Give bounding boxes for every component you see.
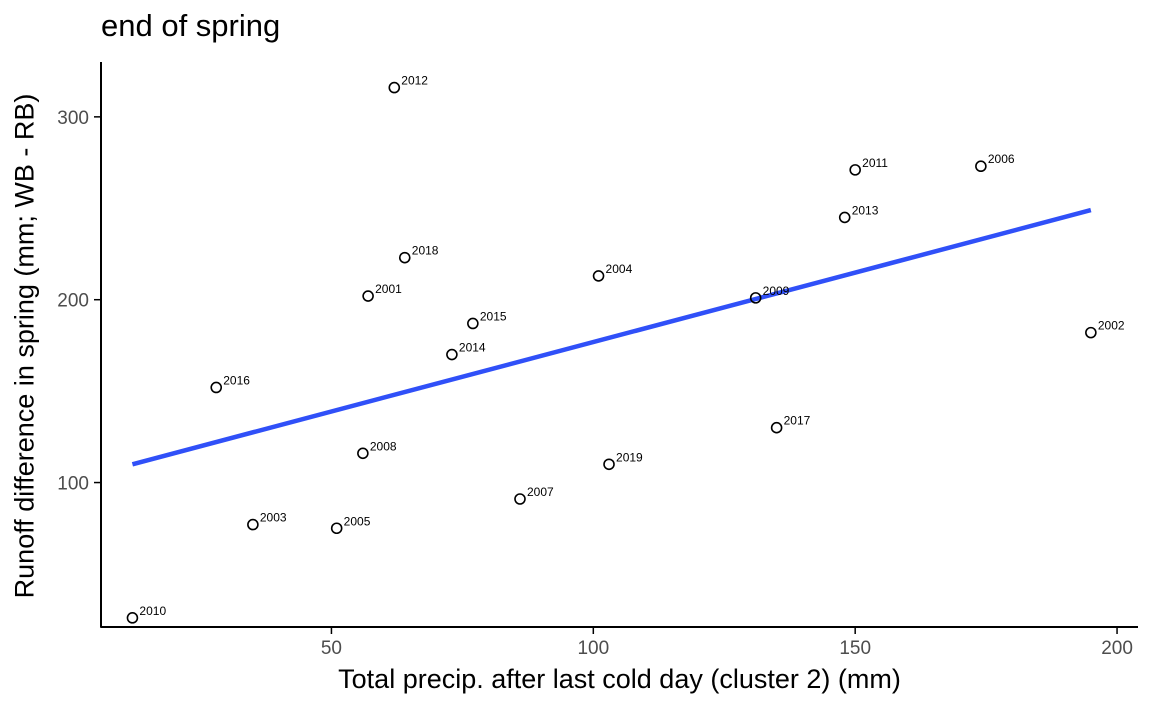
trend-line bbox=[131, 207, 1092, 467]
data-point bbox=[357, 447, 369, 460]
point-label: 2019 bbox=[616, 450, 643, 464]
y-tick-label: 100 bbox=[57, 474, 89, 495]
point-label: 2016 bbox=[223, 373, 250, 387]
data-point bbox=[749, 292, 762, 304]
data-point bbox=[126, 612, 139, 624]
data-point bbox=[362, 290, 374, 302]
data-point bbox=[770, 421, 783, 434]
point-label: 2006 bbox=[988, 152, 1015, 166]
point-label: 2018 bbox=[412, 244, 439, 258]
point-label: 2002 bbox=[1098, 319, 1125, 333]
data-point bbox=[975, 160, 987, 173]
data-point bbox=[603, 458, 615, 471]
point-label: 2017 bbox=[784, 414, 811, 428]
y-tick-label: 300 bbox=[57, 108, 89, 129]
x-tick-label: 100 bbox=[577, 638, 609, 659]
x-tick-label: 50 bbox=[321, 638, 342, 659]
x-tick-label: 200 bbox=[1101, 638, 1133, 659]
data-point bbox=[592, 270, 605, 282]
point-label: 2008 bbox=[370, 439, 397, 453]
point-label: 2007 bbox=[527, 485, 554, 499]
point-label: 2013 bbox=[852, 203, 879, 217]
point-label: 2001 bbox=[375, 282, 402, 296]
data-point bbox=[849, 164, 861, 176]
point-label: 2005 bbox=[344, 514, 371, 528]
point-label: 2010 bbox=[139, 604, 166, 618]
y-tick-label: 200 bbox=[57, 291, 89, 312]
x-tick-label: 150 bbox=[839, 638, 871, 659]
point-label: 2011 bbox=[862, 156, 888, 170]
point-label: 2004 bbox=[606, 262, 633, 276]
x-axis-label: Total precip. after last cold day (clust… bbox=[338, 664, 901, 694]
point-label: 2015 bbox=[480, 309, 507, 323]
point-label: 2009 bbox=[763, 284, 790, 298]
data-point bbox=[398, 251, 411, 264]
chart-title: end of spring bbox=[101, 8, 281, 43]
data-point bbox=[388, 81, 401, 94]
data-point bbox=[838, 211, 851, 224]
data-point bbox=[210, 381, 223, 394]
data-point bbox=[446, 348, 458, 361]
point-label: 2012 bbox=[401, 74, 428, 88]
data-point bbox=[514, 493, 526, 505]
point-label: 2003 bbox=[260, 511, 287, 525]
data-point bbox=[330, 522, 343, 535]
data-point bbox=[1085, 326, 1097, 339]
point-label: 2014 bbox=[459, 341, 486, 355]
data-point bbox=[467, 317, 479, 330]
data-point bbox=[247, 518, 259, 531]
